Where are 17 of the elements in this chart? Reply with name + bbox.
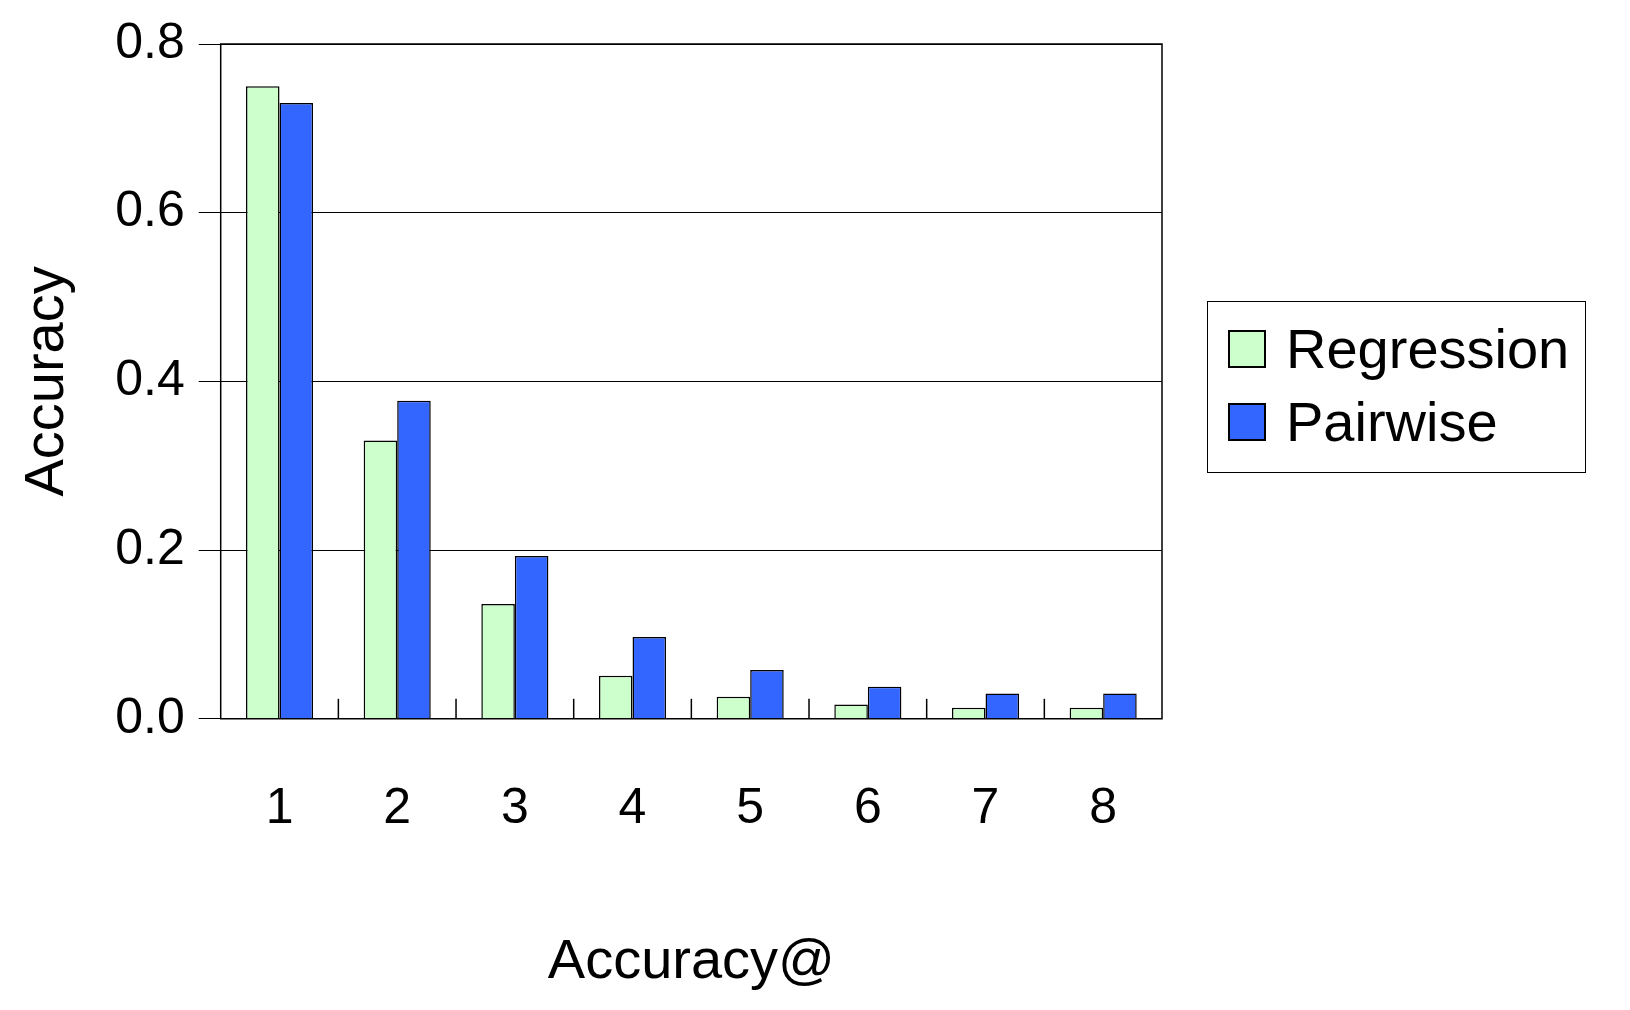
legend-label: Regression xyxy=(1286,316,1570,381)
x-axis-title: Accuracy@ xyxy=(547,926,835,990)
x-tick-label: 6 xyxy=(853,777,882,834)
x-tick-label: 2 xyxy=(383,777,412,834)
x-tick-label: 7 xyxy=(971,777,1000,834)
x-tick-label: 4 xyxy=(618,777,647,834)
y-tick-label: 0.4 xyxy=(115,350,185,407)
legend-label: Pairwise xyxy=(1286,389,1498,454)
x-tick-label: 3 xyxy=(500,777,529,834)
x-tick-label: 8 xyxy=(1089,777,1118,834)
x-tick-label: 5 xyxy=(736,777,765,834)
y-tick-label: 0.8 xyxy=(115,12,185,69)
x-tick-label: 1 xyxy=(265,777,294,834)
y-tick-label: 0.2 xyxy=(115,518,185,575)
y-tick-label: 0.0 xyxy=(115,687,185,744)
y-axis-title: Accuracy xyxy=(12,266,76,497)
y-tick-label: 0.6 xyxy=(115,181,185,238)
